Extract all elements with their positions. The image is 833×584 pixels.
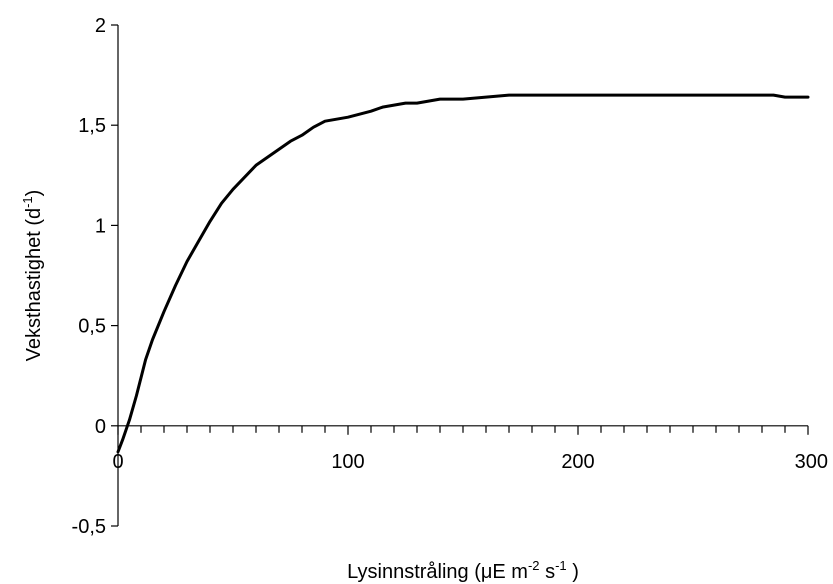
y-tick-label: 0 bbox=[95, 416, 106, 438]
x-tick-label: 200 bbox=[561, 451, 594, 473]
y-tick-label: 1,5 bbox=[78, 115, 106, 137]
x-tick-label: 100 bbox=[331, 451, 364, 473]
x-tick-label: 300 bbox=[795, 451, 828, 473]
y-axis-title-superscript: -1 bbox=[20, 196, 35, 208]
x-axis-title-superscript-1: -2 bbox=[528, 558, 540, 573]
x-axis-title-suffix: ) bbox=[567, 561, 579, 583]
y-axis-title-suffix: ) bbox=[23, 190, 45, 197]
growth-rate-line bbox=[116, 93, 810, 454]
x-tick-label: 0 bbox=[112, 451, 123, 473]
x-axis-title: Lysinnstråling (μE m-2 s-1 ) bbox=[347, 558, 579, 583]
y-axis-title: Veksthastighet (d-1) bbox=[20, 190, 45, 362]
y-tick-label: 1 bbox=[95, 215, 106, 237]
x-axis-title-text: Lysinnstråling (μE m bbox=[347, 561, 528, 583]
y-tick-label: 2 bbox=[95, 15, 106, 37]
y-ticks: -0,5 0 0,5 1 1,5 2 bbox=[72, 15, 118, 538]
x-ticks: 0 100 200 300 bbox=[112, 425, 828, 473]
series-layer bbox=[116, 93, 810, 454]
y-tick-label: -0,5 bbox=[72, 516, 106, 538]
y-tick-label: 0,5 bbox=[78, 316, 106, 338]
x-axis-title-superscript-2: -1 bbox=[555, 558, 567, 573]
x-axis-title-mid: s bbox=[540, 561, 556, 583]
y-axis-title-text: Veksthastighet (d bbox=[23, 208, 45, 361]
